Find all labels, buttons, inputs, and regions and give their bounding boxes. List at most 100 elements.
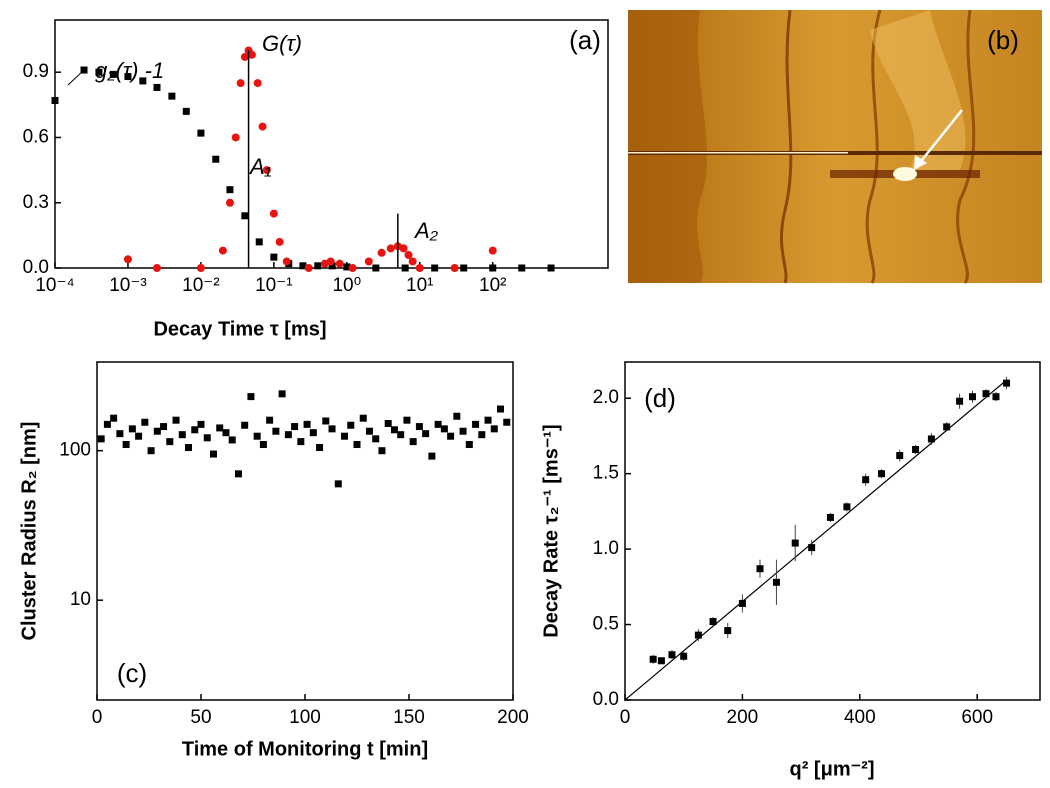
y-tick-label: 0.5 <box>593 614 619 635</box>
data-point <box>278 390 286 398</box>
data-point <box>404 250 413 259</box>
data-point <box>122 441 130 449</box>
data-point <box>878 470 886 478</box>
data-point <box>772 578 780 586</box>
data-point <box>440 425 448 433</box>
data-point <box>222 429 230 437</box>
data-point <box>334 480 342 488</box>
data-point <box>259 441 267 449</box>
data-point <box>166 438 174 446</box>
data-point <box>403 416 411 424</box>
data-point <box>447 432 455 440</box>
x-tick-label: 50 <box>190 707 211 728</box>
data-point <box>218 246 227 255</box>
data-point <box>386 244 395 253</box>
data-point <box>253 432 261 440</box>
data-point <box>489 264 497 272</box>
data-point <box>299 262 307 270</box>
data-point <box>152 264 161 272</box>
y-tick-label: 0.3 <box>23 192 49 213</box>
data-point <box>518 264 526 272</box>
y-axis-title: Cluster Radius R₂ [nm] <box>18 422 40 641</box>
data-point <box>160 423 168 431</box>
data-point <box>103 420 111 428</box>
data-point <box>415 264 424 272</box>
x-tick-label: 10⁻³ <box>109 275 147 296</box>
data-point <box>484 416 492 424</box>
data-point <box>409 438 417 446</box>
data-point <box>185 444 193 452</box>
x-tick-label: 0 <box>620 707 631 728</box>
x-tick-label: 150 <box>393 707 425 728</box>
plot-frame <box>96 361 514 701</box>
data-point <box>459 427 467 435</box>
x-tick-label: 100 <box>289 707 321 728</box>
data-point <box>348 264 357 272</box>
data-point <box>197 129 205 137</box>
x-tick-label: 10⁻¹ <box>255 275 293 296</box>
data-point <box>247 393 255 401</box>
data-point <box>212 155 220 163</box>
data-point <box>309 429 317 437</box>
data-point <box>228 436 236 444</box>
data-point <box>378 447 386 455</box>
x-tick-label: 10⁰ <box>332 275 361 296</box>
data-point <box>401 264 409 272</box>
y-tick-label: 100 <box>59 440 91 461</box>
data-point <box>147 447 155 455</box>
data-point <box>1003 379 1011 387</box>
data-point <box>97 435 105 443</box>
x-tick-label: 10² <box>479 275 506 296</box>
data-point <box>384 420 392 428</box>
data-point <box>322 417 330 425</box>
data-point <box>231 133 240 142</box>
data-point <box>172 416 180 424</box>
x-tick-label: 10¹ <box>406 275 433 296</box>
data-point <box>297 438 305 446</box>
data-point <box>191 426 199 434</box>
data-point <box>738 599 746 607</box>
data-point <box>422 430 430 438</box>
data-point <box>240 52 249 61</box>
y-tick-label: 0.9 <box>23 61 49 82</box>
data-point <box>116 430 124 438</box>
data-point <box>341 432 349 440</box>
data-point <box>649 655 657 663</box>
data-point <box>128 425 136 433</box>
data-point <box>843 503 851 511</box>
data-point <box>450 264 459 272</box>
panel-label: (b) <box>987 25 1019 55</box>
data-point <box>434 420 442 428</box>
data-point <box>808 544 816 552</box>
data-point <box>328 425 336 433</box>
data-point <box>153 83 161 91</box>
data-point <box>465 441 473 449</box>
data-point <box>272 427 280 435</box>
data-point <box>197 420 205 428</box>
data-point <box>488 246 497 255</box>
data-point <box>226 186 234 194</box>
panel-label: (d) <box>644 383 676 413</box>
y-tick-label: 0.0 <box>23 257 49 278</box>
data-point <box>372 435 380 443</box>
data-point <box>460 264 468 272</box>
data-point <box>326 257 335 266</box>
data-point <box>992 393 1000 401</box>
data-point <box>408 257 417 266</box>
data-point <box>453 412 461 420</box>
data-point <box>335 259 344 268</box>
x-axis-title: Time of Monitoring t [min] <box>182 738 428 760</box>
annotation: A₂ <box>413 218 439 243</box>
data-point <box>912 446 920 454</box>
data-point <box>51 96 59 104</box>
x-axis-title: Decay Time τ [ms] <box>153 318 326 340</box>
data-point <box>262 166 271 175</box>
data-point <box>270 253 278 261</box>
data-point <box>247 50 256 59</box>
data-point <box>241 212 249 220</box>
data-point <box>657 657 665 665</box>
data-point <box>490 425 498 433</box>
data-point <box>968 393 976 401</box>
data-point <box>472 420 480 428</box>
